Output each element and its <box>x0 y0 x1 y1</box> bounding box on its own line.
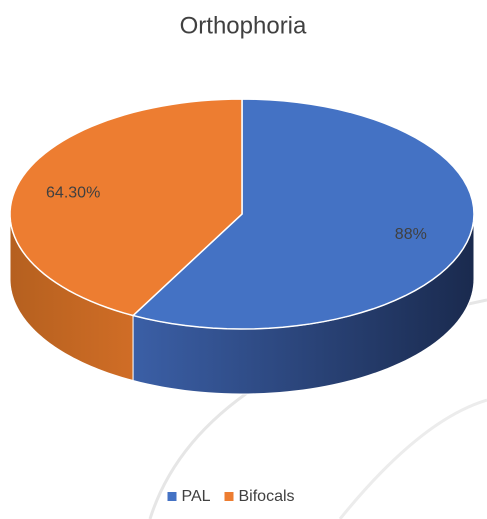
legend-label: Bifocals <box>239 488 295 505</box>
pie: 88% 64.30% <box>9 98 475 395</box>
data-label: 64.30% <box>46 184 100 201</box>
legend-swatch <box>224 492 234 501</box>
data-label: 88% <box>395 226 427 243</box>
legend-swatch <box>167 492 177 501</box>
slice <box>9 98 243 317</box>
slice <box>131 98 475 330</box>
legend: PAL Bifocals <box>167 488 295 505</box>
chart-title: Orthophoria <box>180 12 307 39</box>
background-arc <box>338 398 487 519</box>
legend-label: PAL <box>182 488 211 505</box>
